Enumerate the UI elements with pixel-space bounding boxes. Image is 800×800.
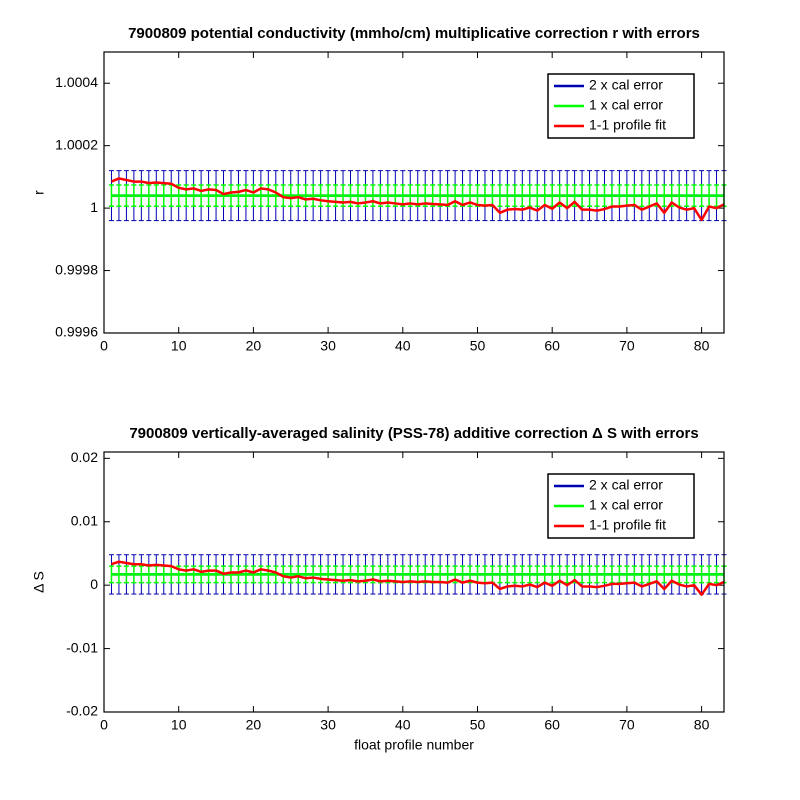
- x-tick-label: 20: [246, 338, 262, 354]
- x-tick-label: 10: [171, 338, 187, 354]
- x-tick-label: 70: [619, 717, 635, 733]
- axes-frame: [103, 451, 725, 713]
- x-tick-label: 30: [320, 717, 336, 733]
- chart-title: 7900809 vertically-averaged salinity (PS…: [129, 425, 698, 442]
- y-tick-label: -0.02: [66, 703, 98, 719]
- y-tick-label: 0: [90, 576, 98, 592]
- legend-label: 1-1 profile fit: [589, 517, 666, 533]
- legend-box: [547, 73, 695, 139]
- chart-title: 7900809 potential conductivity (mmho/cm)…: [128, 25, 700, 42]
- x-tick-label: 0: [100, 338, 108, 354]
- y-tick-label: 0.01: [71, 512, 98, 528]
- legend-label: 1 x cal error: [589, 497, 663, 513]
- x-tick-label: 60: [544, 338, 560, 354]
- legend-label: 2 x cal error: [589, 77, 663, 93]
- y-axis-label: r: [31, 190, 47, 195]
- x-tick-label: 40: [395, 338, 411, 354]
- y-tick-label: -0.01: [66, 639, 98, 655]
- x-tick-label: 80: [694, 338, 710, 354]
- legend-label: 1 x cal error: [589, 97, 663, 113]
- y-tick-label: 1: [90, 199, 98, 215]
- axes: 7900809 potential conductivity (mmho/cm)…: [31, 25, 727, 354]
- y-axis-label: Δ S: [31, 571, 47, 593]
- legend: 2 x cal error 1 x cal error 1-1 profile fi…: [547, 73, 695, 139]
- x-tick-label: 0: [100, 717, 108, 733]
- x-tick-label: 50: [470, 338, 486, 354]
- x-tick-label: 80: [694, 717, 710, 733]
- x-tick-label: 50: [470, 717, 486, 733]
- legend: 2 x cal error 1 x cal error 1-1 profile fi…: [547, 473, 695, 539]
- x-tick-label: 10: [171, 717, 187, 733]
- x-tick-label: 40: [395, 717, 411, 733]
- y-tick-label: 1.0004: [55, 74, 98, 90]
- y-tick-label: 0.02: [71, 449, 98, 465]
- plot-area: [108, 554, 727, 596]
- y-tick-label: 1.0002: [55, 136, 98, 152]
- x-tick-label: 30: [320, 338, 336, 354]
- axes-frame: [103, 51, 725, 334]
- x-axis-label: float profile number: [354, 737, 474, 753]
- legend-label: 2 x cal error: [589, 477, 663, 493]
- x-tick-label: 20: [246, 717, 262, 733]
- y-tick-label: 0.9996: [55, 324, 98, 340]
- data-line: [111, 560, 725, 596]
- y-tick-label: 0.9998: [55, 261, 98, 277]
- x-tick-label: 70: [619, 338, 635, 354]
- plot-area: [108, 170, 727, 222]
- axes: 7900809 vertically-averaged salinity (PS…: [31, 425, 727, 753]
- legend-label: 1-1 profile fit: [589, 117, 666, 133]
- x-tick-label: 60: [544, 717, 560, 733]
- data-line: [110, 177, 725, 222]
